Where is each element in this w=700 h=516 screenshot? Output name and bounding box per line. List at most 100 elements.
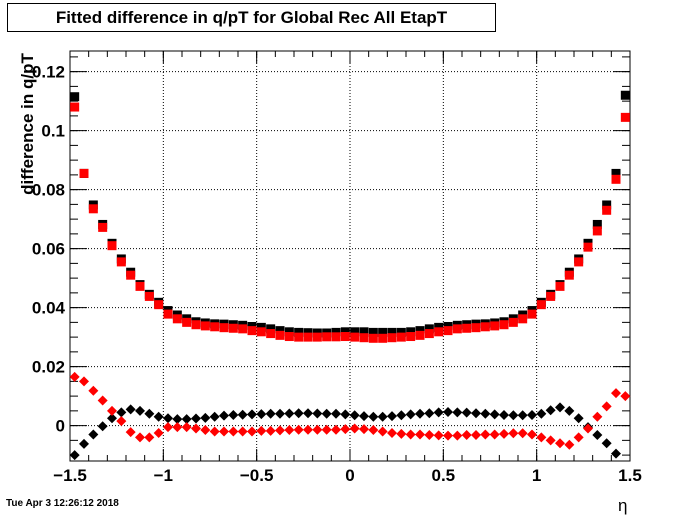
data-point-diamond (69, 371, 80, 382)
data-point-diamond (480, 408, 491, 419)
data-point-diamond (209, 426, 220, 437)
data-point-diamond (555, 438, 565, 449)
data-point-diamond (405, 429, 416, 440)
grid-lines (70, 51, 630, 461)
data-point-square (480, 322, 490, 332)
data-point-diamond (172, 414, 183, 425)
data-point-diamond (153, 427, 164, 438)
data-point-diamond (79, 376, 89, 387)
data-point-square (574, 257, 584, 267)
data-point-diamond (97, 395, 108, 406)
data-point-diamond (573, 432, 584, 443)
data-point-diamond (601, 438, 612, 449)
data-point-square (340, 332, 350, 342)
data-point-square (406, 327, 416, 337)
data-point-diamond (88, 429, 99, 440)
series-offset-red (69, 371, 631, 450)
data-point-diamond (284, 408, 295, 419)
data-point-diamond (321, 424, 332, 435)
data-point-diamond (125, 427, 136, 438)
data-point-square (359, 327, 369, 337)
data-point-square (303, 332, 313, 342)
data-point-diamond (527, 429, 537, 440)
data-point-diamond (293, 424, 304, 435)
data-point-diamond (405, 409, 416, 420)
data-point-square (602, 205, 612, 215)
data-point-diamond (256, 409, 267, 420)
tick-labels: −1.5 −1 −0.5 0 0.5 1 1.5 0 0.02 0.04 0.06 0.08 0.1 0.… (32, 63, 642, 485)
data-point-diamond (489, 429, 500, 440)
data-point-diamond (275, 425, 285, 436)
data-point-square (340, 327, 350, 337)
data-point-diamond (237, 409, 248, 420)
data-point-square (312, 332, 322, 342)
data-point-diamond (499, 409, 509, 420)
data-point-square (144, 291, 154, 301)
data-point-diamond (247, 426, 257, 437)
data-point-diamond (200, 412, 211, 423)
data-point-square (518, 314, 528, 324)
data-point-diamond (135, 405, 145, 416)
data-point-square (200, 321, 210, 331)
data-point-diamond (611, 448, 621, 459)
data-point-square (368, 333, 378, 343)
x-tick-label: −1.5 (53, 466, 87, 485)
data-point-diamond (508, 428, 519, 439)
data-point-diamond (480, 429, 491, 440)
y-tick-label: 0.08 (32, 181, 65, 200)
data-point-square (536, 300, 546, 310)
data-point-diamond (545, 405, 556, 416)
data-point-square (210, 322, 220, 332)
data-point-diamond (396, 410, 407, 421)
data-point-square (443, 326, 453, 336)
x-tick-label: −0.5 (240, 466, 274, 485)
data-point-diamond (340, 424, 351, 435)
y-tick-label: 0.04 (32, 299, 66, 318)
data-point-square (98, 222, 108, 232)
data-point-diamond (321, 408, 332, 419)
data-point-diamond (69, 450, 80, 461)
data-point-diamond (583, 423, 593, 434)
data-point-diamond (181, 422, 192, 433)
data-point-square (350, 332, 360, 342)
data-point-diamond (359, 424, 369, 435)
data-point-diamond (611, 388, 621, 399)
data-point-square (424, 329, 434, 339)
data-point-diamond (592, 430, 603, 441)
data-point-square (620, 90, 630, 100)
data-point-diamond (433, 430, 444, 441)
y-tick-label: 0.1 (41, 122, 65, 141)
data-point-diamond (461, 407, 472, 418)
data-point-square (452, 324, 462, 334)
data-point-diamond (527, 409, 537, 420)
data-point-diamond (144, 432, 155, 443)
data-point-diamond (191, 413, 201, 424)
data-point-square (350, 327, 360, 337)
data-point-square (583, 242, 593, 252)
data-point-square (172, 314, 182, 324)
data-point-diamond (256, 425, 267, 436)
data-point-square (294, 327, 304, 337)
data-point-diamond (144, 408, 155, 419)
data-point-square (322, 332, 332, 342)
data-point-diamond (284, 425, 295, 436)
data-point-square (238, 324, 248, 334)
data-point-diamond (471, 430, 481, 441)
data-point-square (154, 300, 164, 310)
y-tick-label: 0.06 (32, 240, 65, 259)
data-point-diamond (517, 410, 528, 421)
data-point-diamond (303, 408, 313, 419)
data-point-diamond (349, 410, 360, 421)
data-point-diamond (424, 430, 435, 441)
data-point-square (359, 333, 369, 343)
data-point-square (378, 327, 388, 337)
data-point-diamond (340, 409, 351, 420)
x-tick-label: 1.5 (618, 466, 642, 485)
data-point-square (592, 226, 602, 236)
data-point-diamond (303, 424, 313, 435)
data-point-square (611, 174, 621, 184)
data-point-diamond (88, 385, 99, 396)
x-tick-label: 0.5 (432, 466, 456, 485)
data-point-square (368, 327, 378, 337)
